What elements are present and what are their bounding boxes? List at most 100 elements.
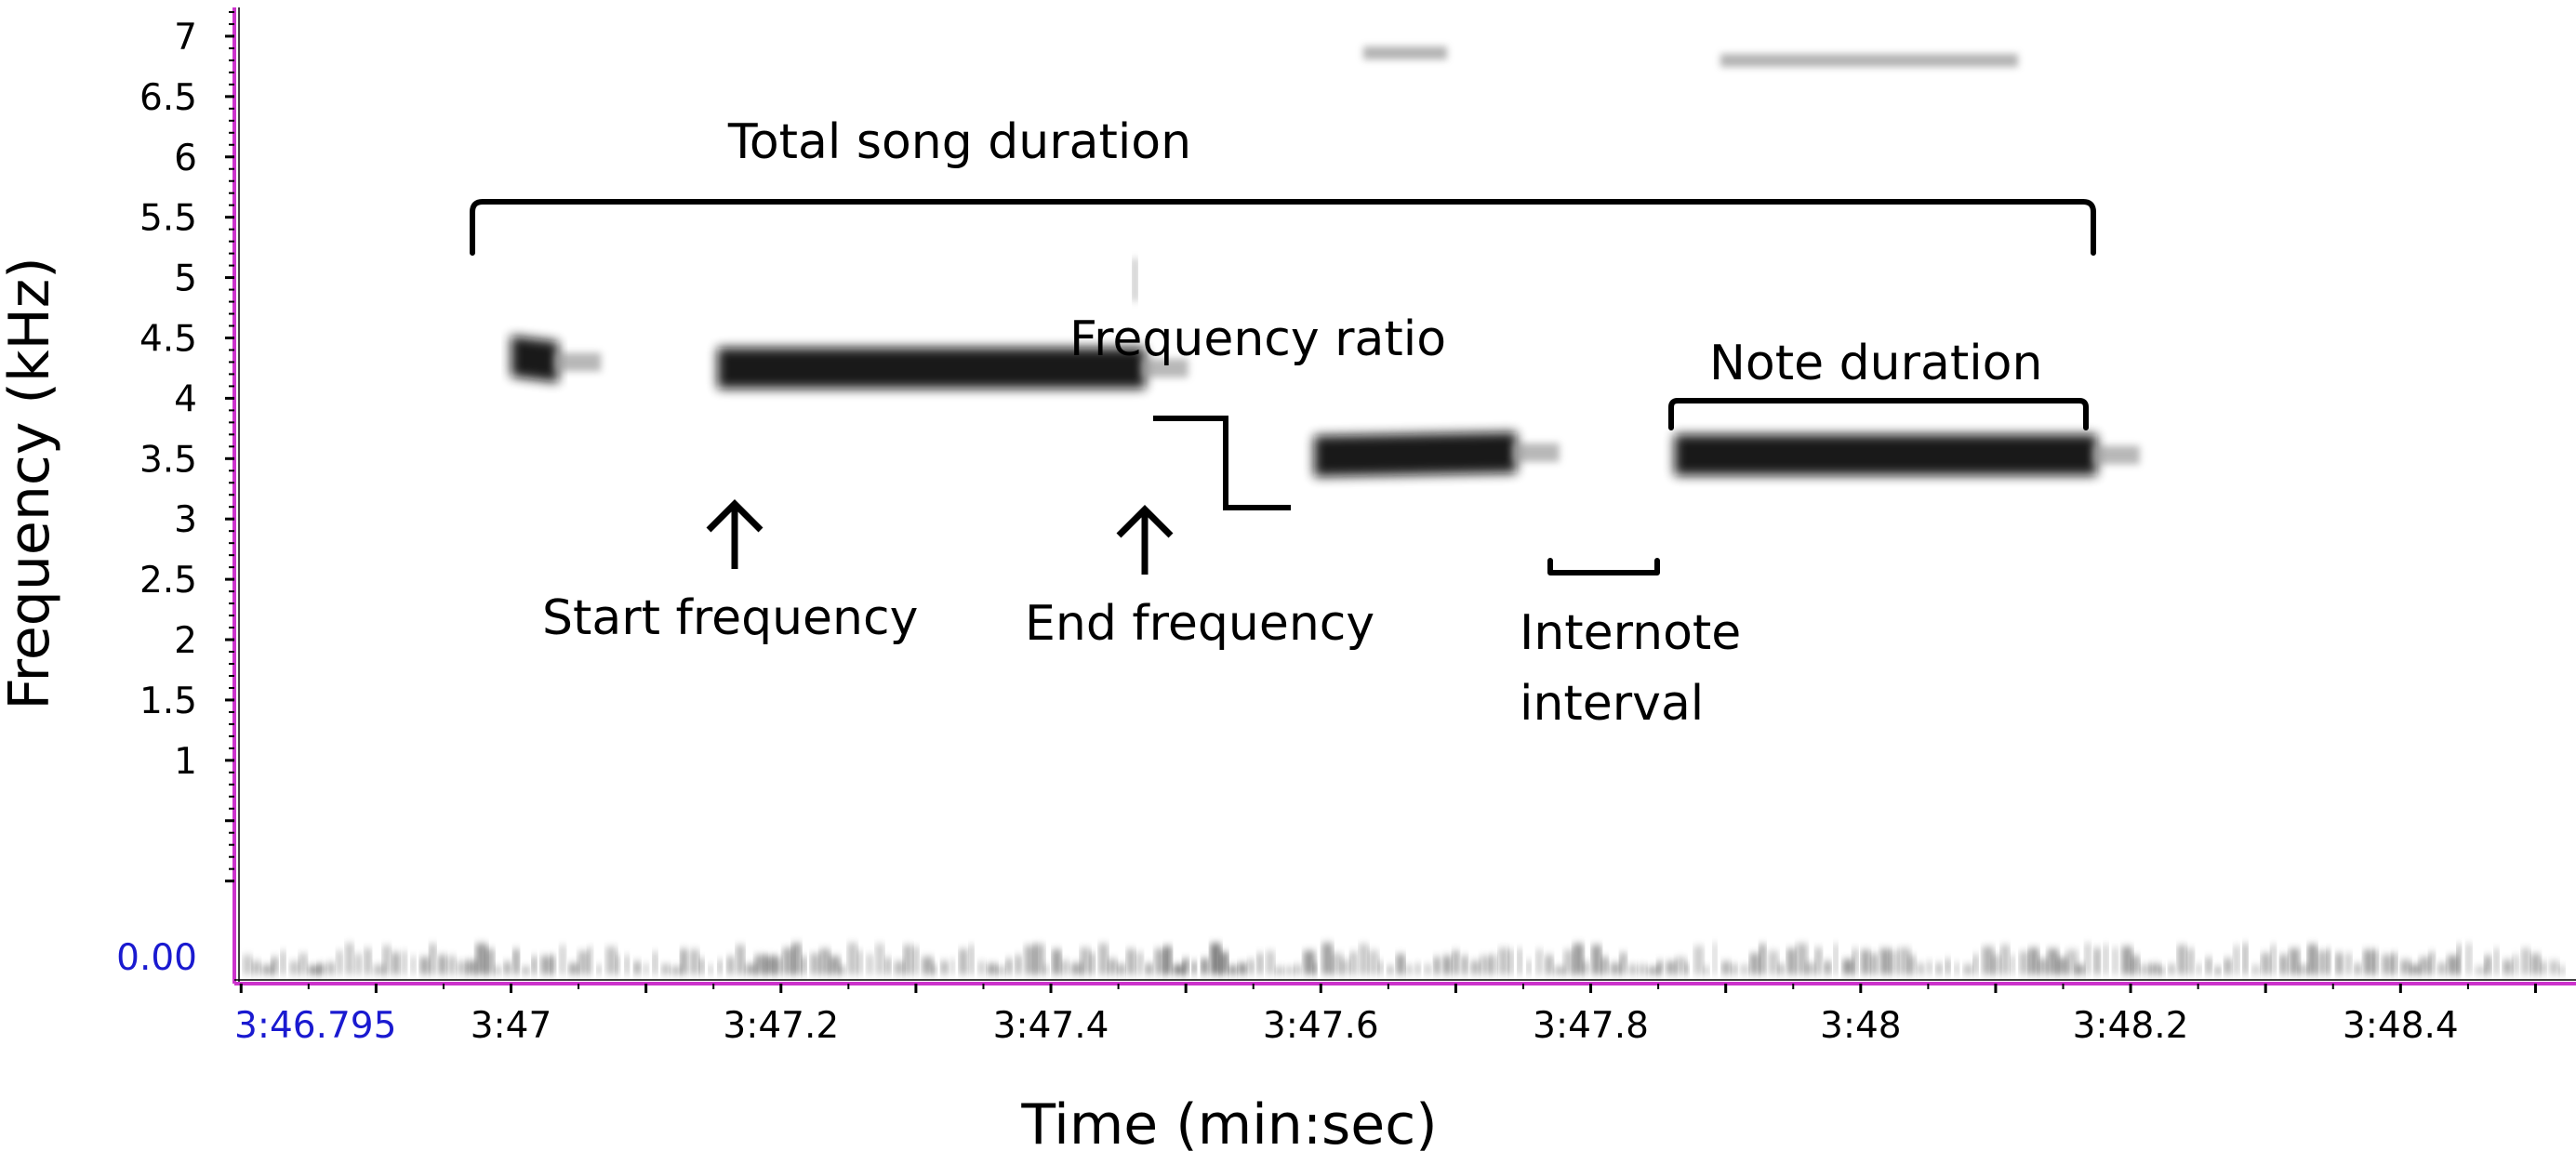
spectrogram-noise (1164, 946, 1172, 974)
spectrogram-noise (1071, 962, 1082, 974)
spectrogram-noise (1081, 947, 1090, 974)
spectrogram-noise (2197, 963, 2201, 974)
y-tick-label: 2 (174, 620, 197, 662)
spectrogram-noise (1174, 964, 1185, 974)
spectrogram-noise (1648, 966, 1659, 974)
spectrogram-noise (467, 959, 477, 974)
spectrogram-noise (1239, 962, 1246, 974)
spectrogram-noise (1499, 947, 1508, 974)
spectrogram-noise (2364, 949, 2374, 974)
spectrogram-noise (839, 965, 845, 974)
end-frequency-arrow (1116, 505, 1174, 575)
spectrogram-noise (1955, 962, 1959, 974)
y-tick-label: 6 (174, 138, 197, 179)
spectrogram-noise (318, 963, 325, 974)
spectrogram-noise (569, 962, 578, 974)
spectrogram-noise (2038, 958, 2048, 974)
spectrogram-noise (1945, 959, 1950, 974)
spectrogram-noise (2150, 963, 2160, 974)
spectrogram-noise (1295, 964, 1301, 974)
spectrogram-noise (2345, 953, 2352, 974)
spectrogram-noise (2503, 959, 2512, 974)
spectrogram-noise (1406, 964, 1413, 974)
spectrogram-noise (1322, 943, 1333, 974)
spectrogram-noise (1062, 959, 1069, 974)
spectrogram-noise (1973, 954, 1978, 974)
spectrogram-noise (1034, 944, 1044, 974)
spectrogram-noise (1267, 950, 1274, 974)
spectrogram-noise (1211, 943, 1221, 974)
spectrogram-noise (1285, 966, 1294, 974)
spectrogram-noise (1899, 947, 1910, 974)
spectrogram-noise (653, 951, 657, 974)
spectrogram-noise (1016, 955, 1021, 974)
spectrogram-noise (1852, 948, 1858, 974)
spectrogram-noise (1620, 952, 1627, 974)
total-song-duration-bracket (470, 199, 2096, 256)
spectrogram-noise (392, 952, 400, 974)
spectrogram-noise (1908, 955, 1916, 974)
total-song-duration-label: Total song duration (727, 114, 1191, 170)
y-tick-label: 6.5 (139, 77, 197, 119)
x-tick-label: 3:47.2 (723, 1005, 839, 1047)
spectrogram-noise (2373, 950, 2379, 974)
note-duration-bracket (1668, 398, 2089, 430)
spectrogram-noise (1490, 955, 1497, 974)
spectrogram-noise (1759, 944, 1766, 974)
spectrogram-noise (2280, 954, 2288, 974)
spectrogram-noise (346, 943, 353, 974)
spectrogram-noise (1415, 963, 1421, 974)
internote-interval-bracket (1547, 558, 1660, 575)
spectrogram-noise (1629, 964, 1637, 974)
spectrogram-noise (1536, 949, 1543, 974)
spectrogram-noise (2076, 964, 2085, 974)
spectrogram-noise (1704, 966, 1709, 974)
y-tick-label: 4 (174, 378, 197, 420)
spectrogram-noise (1815, 947, 1822, 974)
spectrogram-noise (578, 950, 589, 974)
spectrogram-noise (1350, 951, 1357, 974)
spectrogram-noise (1573, 943, 1584, 974)
spectrogram-noise (2466, 943, 2472, 974)
x-tick-label: 3:48.2 (2073, 1005, 2189, 1047)
spectrogram-noise (402, 951, 407, 974)
spectrogram-noise (1778, 963, 1785, 974)
spectrogram-noise (1127, 948, 1135, 974)
spectrogram-noise (244, 955, 252, 974)
spectrogram-noise (820, 948, 830, 974)
end-frequency-label: End frequency (1025, 596, 1374, 652)
y-origin-label: 0.00 (116, 937, 197, 979)
internote-interval-label-line2: interval (1520, 676, 1704, 732)
spectrogram-noise (1378, 960, 1383, 974)
spectrogram-noise (2494, 948, 2499, 974)
spectrogram-noise (1360, 944, 1368, 974)
x-tick-label: 3:47.8 (1533, 1005, 1649, 1047)
spectrogram-noise (1862, 949, 1870, 974)
spectrogram-noise (2262, 952, 2271, 974)
spectrogram-noise (2290, 948, 2300, 974)
spectrogram-noise (2420, 957, 2430, 974)
spectrogram-noise (941, 960, 949, 974)
spectrogram-noise (2159, 966, 2165, 974)
spectrogram-noise (923, 957, 934, 974)
spectrogram-noise (625, 955, 630, 974)
frequency-ratio-label: Frequency ratio (1069, 311, 1446, 367)
spectrogram-noise (2141, 964, 2150, 974)
x-axis-title: Time (min:sec) (1020, 1092, 1437, 1157)
spectrogram-noise (1043, 964, 1049, 974)
spectrogram-noise (383, 946, 391, 974)
spectrogram-noise (1136, 952, 1144, 974)
spectrogram-noise (309, 965, 320, 974)
spectrogram-noise (1546, 955, 1553, 974)
spectrogram-noise (476, 943, 487, 974)
spectrogram-noise (1304, 950, 1315, 974)
spectrogram-noise (1694, 946, 1704, 974)
spectrogram-noise (1825, 960, 1831, 974)
spectrogram-noise (932, 964, 937, 974)
spectrogram-noise (830, 956, 841, 974)
spectrogram-noise (681, 948, 687, 974)
spectrogram-noise (1806, 962, 1815, 974)
spectrogram-noise (783, 947, 794, 974)
frequency-ratio-bracket (1153, 416, 1291, 510)
y-tick-label: 1 (174, 741, 197, 783)
